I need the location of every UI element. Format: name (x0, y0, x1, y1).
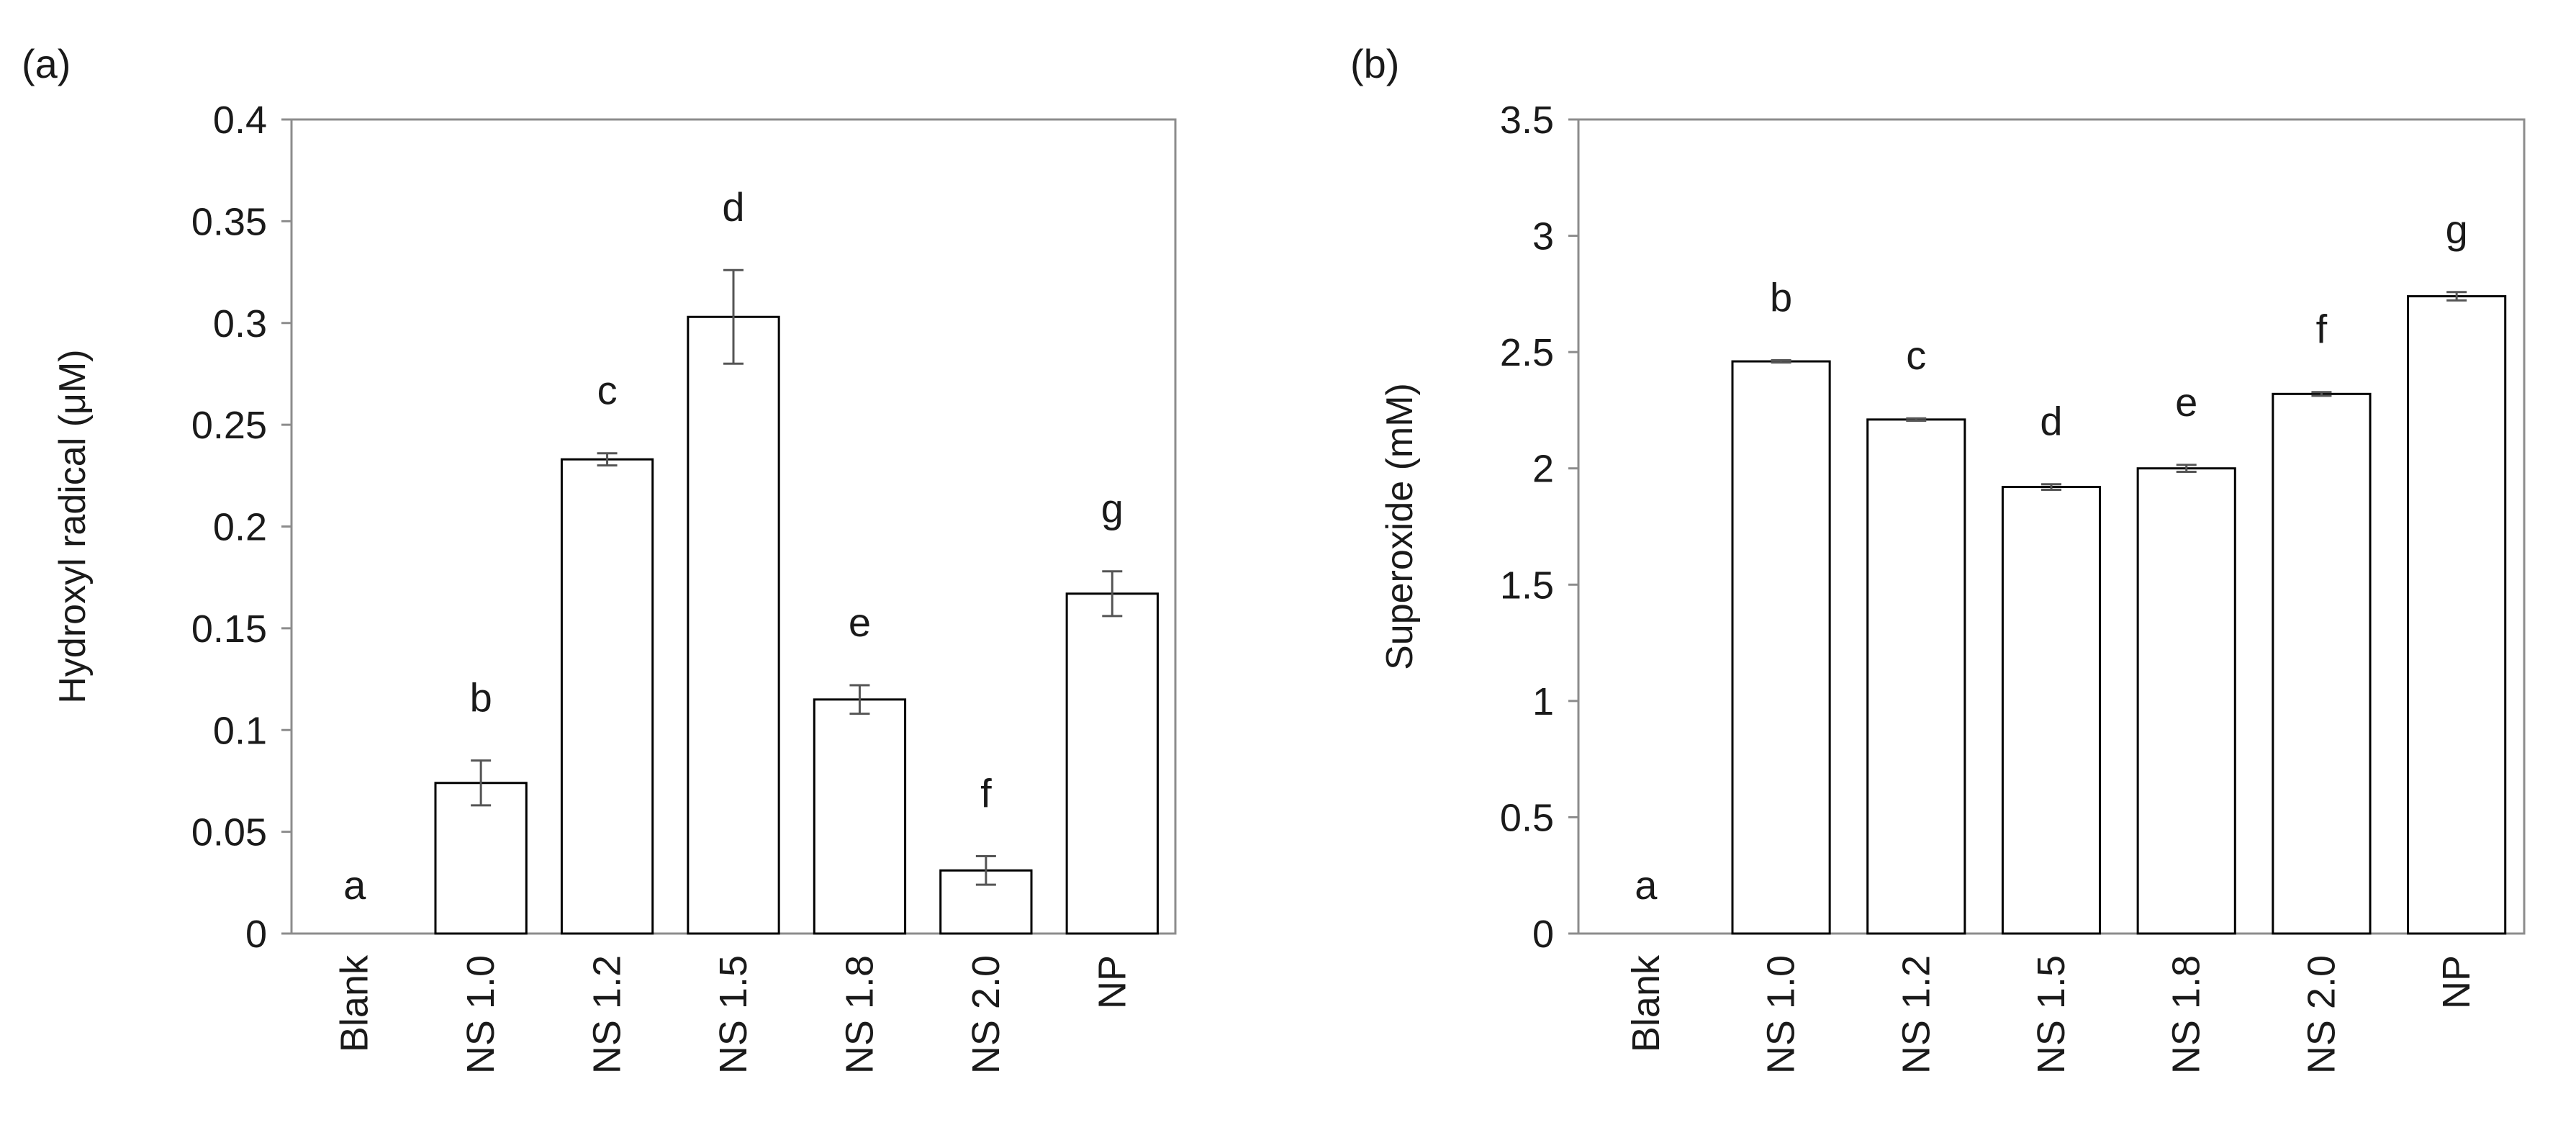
significance-letter: d (722, 184, 744, 230)
y-tick-label: 3 (1532, 215, 1554, 258)
significance-letter: e (2175, 379, 2197, 425)
y-tick-label: 2 (1532, 448, 1554, 491)
bar-ns-1-0 (434, 782, 528, 935)
y-tick-label: 0.15 (191, 607, 267, 651)
y-tick-label: 0.5 (1500, 796, 1554, 839)
significance-letter: g (2446, 207, 2468, 252)
y-tick-label: 0.2 (213, 506, 267, 549)
error-bar (1906, 417, 1927, 422)
category-label: NS 1.0 (1760, 955, 1803, 1074)
y-tick-label: 0.25 (191, 404, 267, 447)
y-tick-label: 1 (1532, 680, 1554, 723)
error-bar (1771, 358, 1791, 364)
bar-ns-1-5 (687, 315, 780, 935)
significance-letter: c (1906, 333, 1926, 378)
error-bar (2446, 291, 2467, 302)
y-tick-label: 3.5 (1500, 99, 1554, 142)
y-tick-label: 0.3 (213, 302, 267, 345)
category-label: NS 1.5 (2030, 955, 2073, 1074)
bar-ns-1-0 (1731, 360, 1831, 935)
significance-letter: g (1101, 486, 1124, 531)
bar-ns-2-0 (2272, 392, 2372, 935)
error-bar (597, 452, 618, 467)
category-label: NS 1.8 (838, 955, 881, 1074)
significance-letter: b (1770, 274, 1792, 320)
significance-letter: b (470, 675, 492, 720)
bar-ns-1-8 (813, 698, 907, 935)
y-axis-label: Hydroxyl radical (μM) (52, 349, 94, 703)
panel-label: (b) (1350, 41, 1399, 86)
y-tick-label: 0.35 (191, 200, 267, 243)
significance-letter: a (343, 862, 366, 908)
bar-ns-1-2 (1866, 418, 1966, 935)
category-label: NS 1.5 (712, 955, 755, 1074)
error-bar (2176, 464, 2197, 474)
significance-letter: a (1635, 862, 1658, 908)
category-label: NP (2435, 955, 2478, 1009)
significance-letter: c (597, 368, 618, 413)
bar-np (2407, 295, 2507, 935)
significance-letter: f (2316, 307, 2328, 352)
error-bar (849, 684, 870, 715)
error-bar (471, 759, 492, 807)
error-bar (723, 268, 744, 365)
significance-letter: f (980, 771, 992, 816)
error-bar (975, 855, 996, 886)
category-label: NS 1.0 (459, 955, 502, 1074)
y-tick-label: 0.05 (191, 811, 267, 854)
category-label: Blank (1624, 954, 1668, 1052)
y-axis-label: Superoxide (mM) (1379, 383, 1421, 670)
y-tick-label: 2.5 (1500, 331, 1554, 374)
panel-b: (b) 0 0.5 1 1.5 2 2.5 3 3.5 Superoxide (mM) a Blank… (1350, 41, 2526, 1074)
category-label: NS 1.2 (1894, 955, 1938, 1074)
category-label: NS 2.0 (964, 955, 1008, 1074)
category-label: Blank (333, 954, 376, 1052)
error-bar (1102, 570, 1123, 618)
category-label: NP (1090, 955, 1134, 1009)
y-tick-label: 0 (1532, 913, 1554, 956)
category-label: NS 1.8 (2165, 955, 2208, 1074)
panel-a: (a) 0 0.05 0.1 0.15 0.2 0.25 0.3 0.35 0.4 Hydroxyl… (22, 41, 1177, 1074)
bar-ns-1-5 (2001, 486, 2102, 935)
error-bar (2311, 391, 2332, 397)
significance-letter: e (849, 600, 871, 645)
bar-np (1065, 592, 1159, 935)
category-label: NS 1.2 (586, 955, 629, 1074)
y-tick-label: 0.4 (213, 99, 267, 142)
category-label: NS 2.0 (2300, 955, 2343, 1074)
y-tick-label: 0 (245, 913, 267, 956)
bar-ns-1-2 (560, 458, 654, 935)
y-tick-label: 1.5 (1500, 564, 1554, 607)
bar-ns-1-8 (2136, 467, 2236, 935)
y-tick-label: 0.1 (213, 709, 267, 752)
panel-label: (a) (22, 41, 71, 86)
significance-letter: d (2040, 399, 2062, 444)
error-bar (2041, 483, 2061, 491)
